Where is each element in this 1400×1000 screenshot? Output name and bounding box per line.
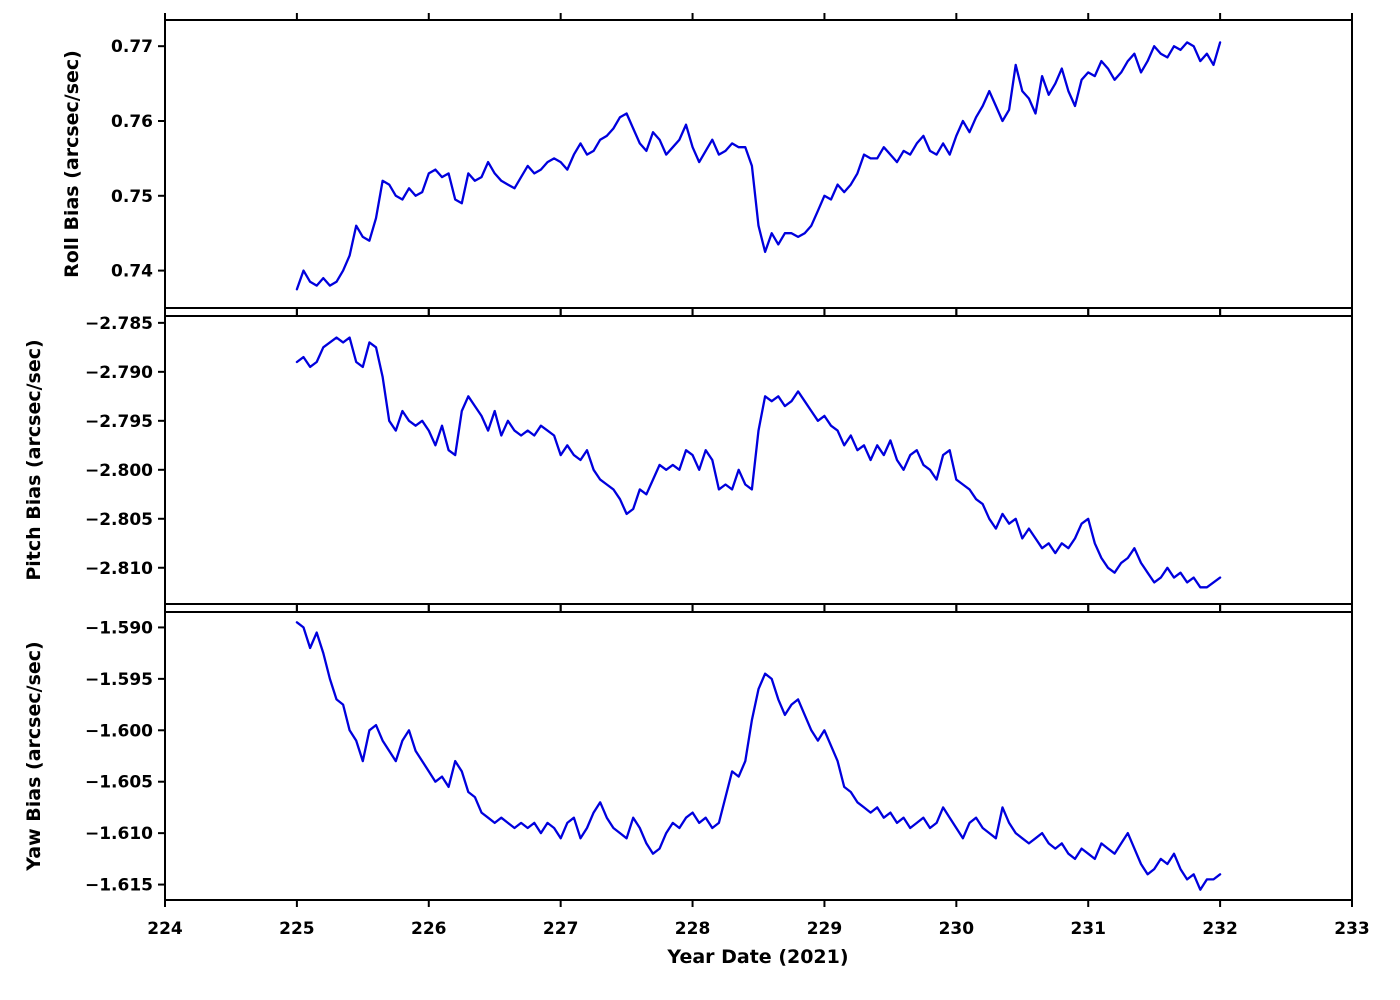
x-tick-label: 230 bbox=[939, 919, 975, 939]
x-tick-label: 233 bbox=[1334, 919, 1370, 939]
x-tick-label: 232 bbox=[1202, 919, 1238, 939]
y-tick-label: −1.610 bbox=[85, 824, 153, 844]
y-tick-label: −2.795 bbox=[85, 412, 153, 432]
axes-frame bbox=[164, 19, 1353, 309]
x-tick-label: 225 bbox=[279, 919, 315, 939]
roll-line-series bbox=[295, 41, 1222, 291]
y-tick-label: −2.805 bbox=[85, 510, 153, 530]
axes-frame bbox=[164, 611, 1353, 901]
roll-y-axis-label: Roll Bias (arcsec/sec) bbox=[61, 50, 83, 278]
axes-frame bbox=[164, 315, 1353, 605]
y-tick-label: 0.75 bbox=[111, 187, 153, 207]
y-tick-label: 0.77 bbox=[111, 37, 153, 57]
y-tick-label: −2.810 bbox=[85, 559, 153, 579]
y-tick-label: −1.595 bbox=[85, 670, 153, 690]
subplot-roll: 0.74 0.75 0.76 0.77 bbox=[111, 13, 1353, 315]
y-tick-label: −1.590 bbox=[85, 618, 153, 638]
y-tick-label: −2.790 bbox=[85, 363, 153, 383]
y-tick-label: 0.76 bbox=[111, 112, 153, 132]
x-tick-label: 227 bbox=[543, 919, 579, 939]
pitch-line-series bbox=[295, 336, 1222, 589]
x-axis-label: Year Date (2021) bbox=[667, 946, 849, 968]
x-tick-label: 228 bbox=[675, 919, 711, 939]
yaw-line-series bbox=[295, 621, 1222, 891]
x-tick-label: 229 bbox=[807, 919, 843, 939]
y-tick-label: −1.615 bbox=[85, 876, 153, 896]
subplot-yaw: 224 225 226 227 228 229 230 231 232 233 −1.590 −1.5… bbox=[85, 605, 1370, 939]
x-tick-label: 231 bbox=[1070, 919, 1106, 939]
y-tick-label: 0.74 bbox=[111, 262, 153, 282]
y-tick-label: −2.800 bbox=[85, 461, 153, 481]
y-tick-label: −1.600 bbox=[85, 721, 153, 741]
pitch-y-axis-label: Pitch Bias (arcsec/sec) bbox=[23, 339, 45, 581]
subplot-pitch: −2.785 −2.790 −2.795 −2.800 −2.805 −2.810 bbox=[85, 309, 1353, 611]
y-tick-label: −2.785 bbox=[85, 314, 153, 334]
yaw-y-axis-label: Yaw Bias (arcsec/sec) bbox=[23, 641, 45, 871]
x-tick-label: 226 bbox=[411, 919, 447, 939]
y-tick-label: −1.605 bbox=[85, 773, 153, 793]
x-tick-label: 224 bbox=[147, 919, 183, 939]
